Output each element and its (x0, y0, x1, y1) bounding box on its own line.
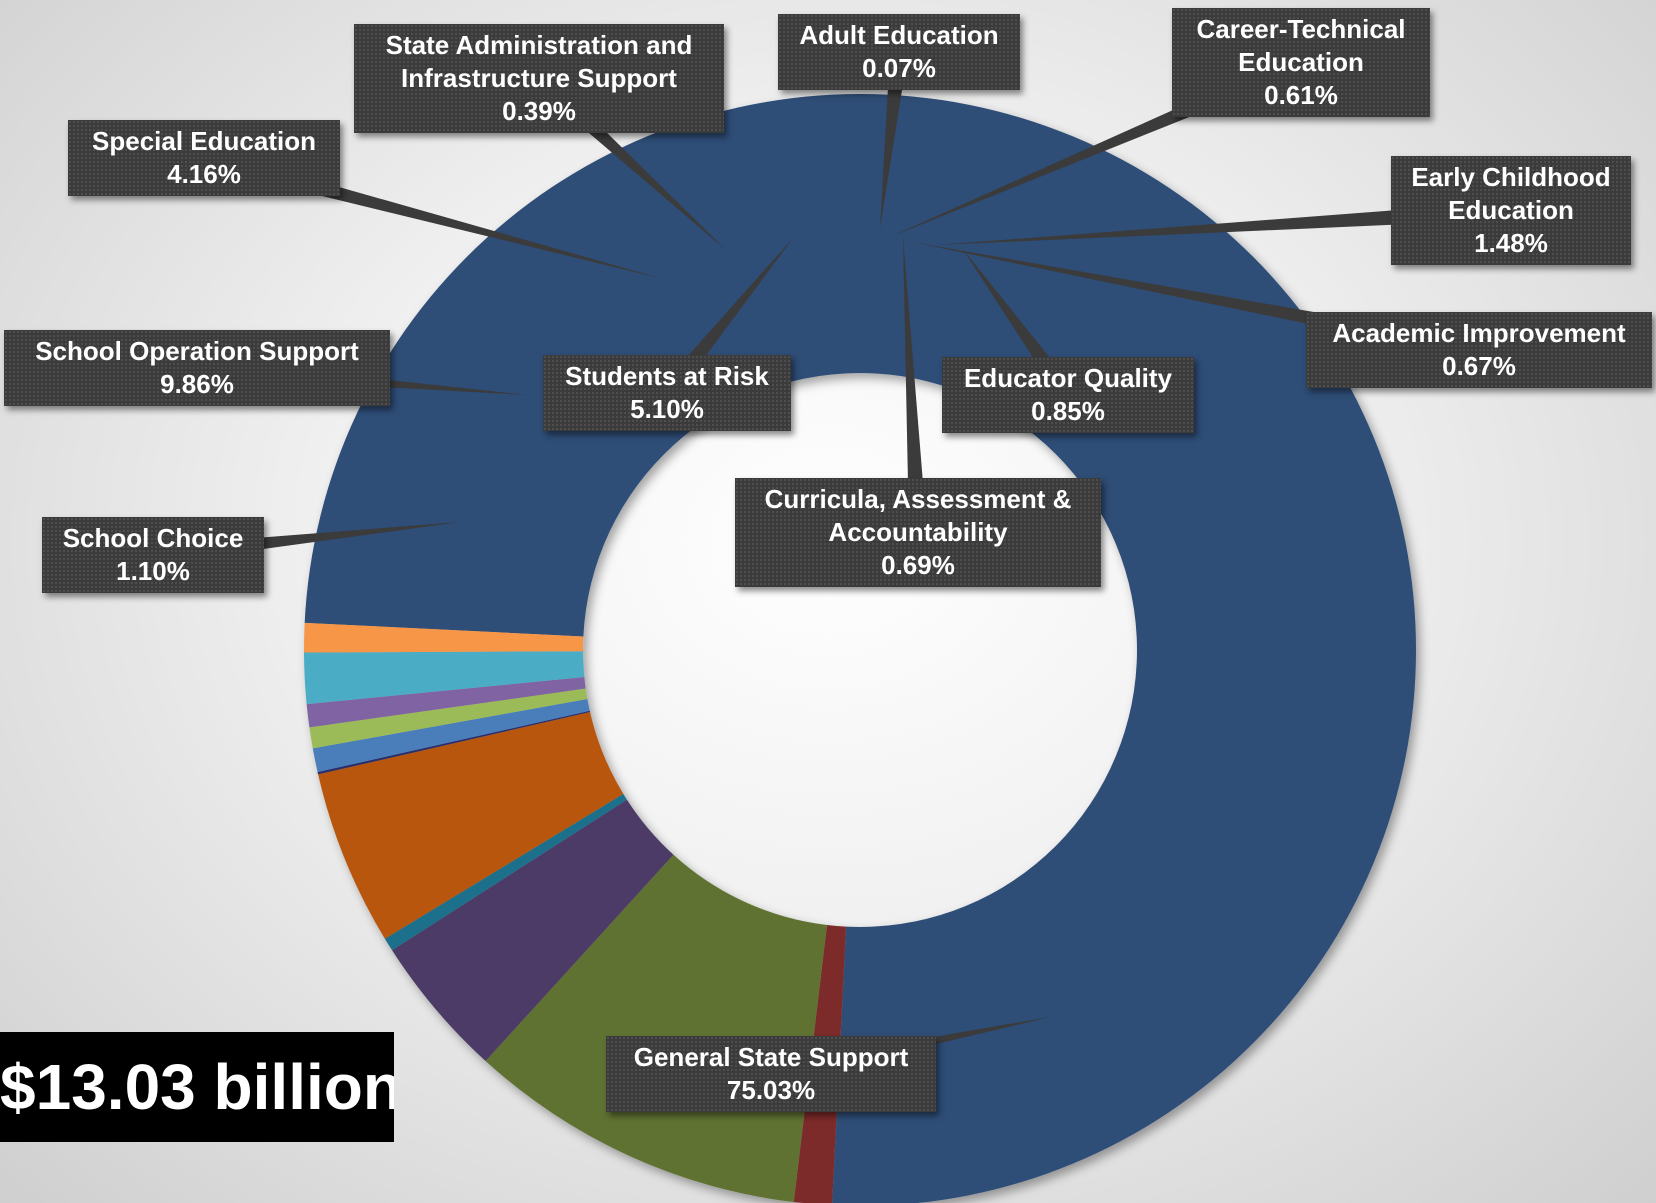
data-label-school-choice: School Choice 1.10% (42, 517, 264, 593)
slice-academic-improvement (306, 676, 586, 728)
data-label-career-technical-education: Career-Technical Education 0.61% (1172, 8, 1430, 117)
data-label-value: 0.07% (862, 53, 936, 83)
data-label-value: 1.48% (1474, 228, 1548, 258)
data-label-students-at-risk: Students at Risk 5.10% (543, 355, 791, 431)
data-label-state-administration-and-infrastructure-support: State Administration and Infrastructure … (354, 24, 724, 133)
slice-career-technical-education (309, 688, 588, 749)
data-label-curricula-assessment-accountability: Curricula, Assessment & Accountability 0.… (735, 478, 1101, 587)
data-label-value: 0.61% (1264, 80, 1338, 110)
data-label-general-state-support: General State Support 75.03% (606, 1036, 936, 1112)
slice-students-at-risk (318, 711, 624, 939)
slice-special-education (392, 799, 674, 1062)
data-label-name: Educator Quality (963, 363, 1173, 393)
data-label-name: State Administration and Infrastructure … (385, 30, 693, 93)
data-label-school-operation-support: School Operation Support 9.86% (4, 330, 390, 406)
data-label-special-education: Special Education 4.16% (68, 120, 340, 196)
leader-line (903, 237, 927, 533)
slice-early-childhood-education (304, 651, 585, 705)
data-label-value: 0.67% (1442, 351, 1516, 381)
data-label-name: Academic Improvement (1332, 318, 1626, 348)
data-label-value: 9.86% (160, 369, 234, 399)
slice-school-operation-support (485, 854, 828, 1203)
leader-line (936, 201, 1512, 245)
slice-state-administration-and-infrastructure-support (384, 793, 627, 951)
data-label-name: Early Childhood Education (1411, 162, 1611, 225)
data-label-early-childhood-education: Early Childhood Education 1.48% (1391, 156, 1631, 265)
data-label-value: 1.10% (116, 556, 190, 586)
total-budget-label: $13.03 billion (0, 1032, 394, 1142)
data-label-value: 0.69% (881, 550, 955, 580)
data-label-academic-improvement: Academic Improvement 0.67% (1306, 312, 1652, 388)
data-label-name: Special Education (92, 126, 316, 156)
data-label-name: Career-Technical Education (1196, 14, 1406, 77)
data-label-name: Adult Education (799, 20, 999, 50)
data-label-name: Students at Risk (565, 361, 769, 391)
slice-educator-quality (304, 622, 584, 653)
leader-line (880, 51, 908, 228)
data-label-name: Curricula, Assessment & Accountability (764, 484, 1072, 547)
data-label-value: 5.10% (630, 394, 704, 424)
data-label-name: General State Support (633, 1042, 909, 1072)
data-label-value: 0.85% (1031, 396, 1105, 426)
data-label-value: 75.03% (726, 1075, 816, 1105)
data-label-adult-education: Adult Education 0.07% (778, 14, 1020, 90)
data-label-name: School Choice (62, 523, 244, 553)
data-label-value: 4.16% (167, 159, 241, 189)
data-label-educator-quality: Educator Quality 0.85% (942, 357, 1194, 433)
slice-curricula-assessment-accountability (312, 699, 590, 773)
data-label-name: School Operation Support (35, 336, 359, 366)
slice-adult-education (317, 710, 591, 775)
data-label-value: 0.39% (502, 96, 576, 126)
